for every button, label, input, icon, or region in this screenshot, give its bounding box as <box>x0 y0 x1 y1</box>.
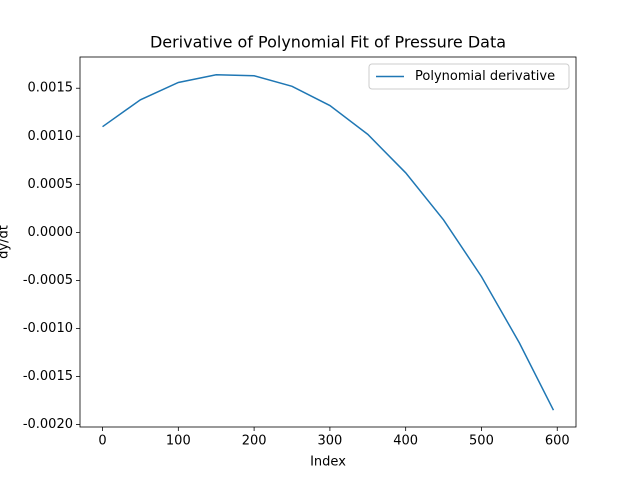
y-axis-label: dy/dt <box>0 225 12 259</box>
x-tick-label: 600 <box>545 434 570 449</box>
x-tick-label: 0 <box>98 434 106 449</box>
y-tick-label: -0.0015 <box>23 369 73 384</box>
x-axis-label: Index <box>310 455 346 470</box>
y-tick-label: 0.0015 <box>28 81 74 96</box>
axes-frame <box>79 56 577 428</box>
y-tick-label: -0.0005 <box>23 273 73 288</box>
x-tick-label: 200 <box>242 434 267 449</box>
x-tick-label: 400 <box>393 434 418 449</box>
legend-label: Polynomial derivative <box>415 69 555 84</box>
y-tick-label: 0.0010 <box>28 129 74 144</box>
x-tick-label: 300 <box>317 434 342 449</box>
line-series <box>102 74 555 411</box>
x-tick-label: 100 <box>166 434 191 449</box>
chart-title: Derivative of Polynomial Fit of Pressure… <box>150 33 506 52</box>
x-tick-label: 500 <box>469 434 494 449</box>
y-tick-label: 0.0005 <box>28 177 74 192</box>
y-tick-label: 0.0000 <box>28 225 74 240</box>
y-tick-label: -0.0020 <box>23 417 73 432</box>
y-tick-label: -0.0010 <box>23 321 73 336</box>
legend-box <box>368 63 570 90</box>
